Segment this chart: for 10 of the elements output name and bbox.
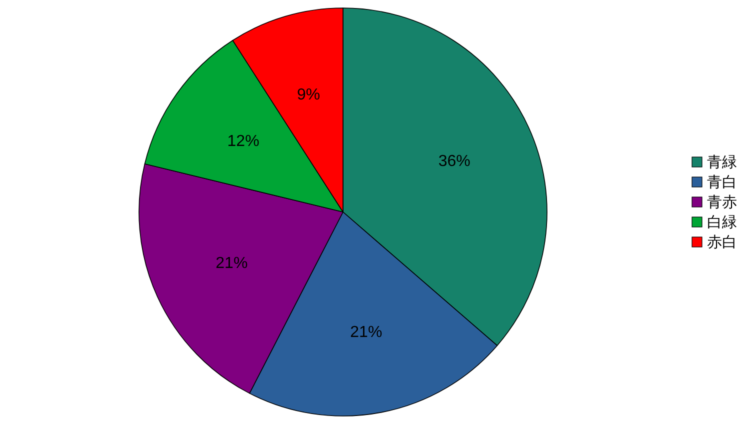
legend-label: 青緑	[707, 154, 737, 171]
legend-label: 赤白	[707, 234, 737, 251]
data-label: 21%	[350, 324, 382, 342]
legend-label: 青赤	[707, 194, 737, 211]
data-label: 9%	[296, 86, 320, 104]
data-label: 21%	[216, 254, 248, 272]
data-label: 36%	[438, 153, 470, 170]
data-label: 12%	[227, 133, 260, 150]
legend-label: 白緑	[707, 214, 737, 231]
legend-label: 青白	[707, 174, 737, 191]
